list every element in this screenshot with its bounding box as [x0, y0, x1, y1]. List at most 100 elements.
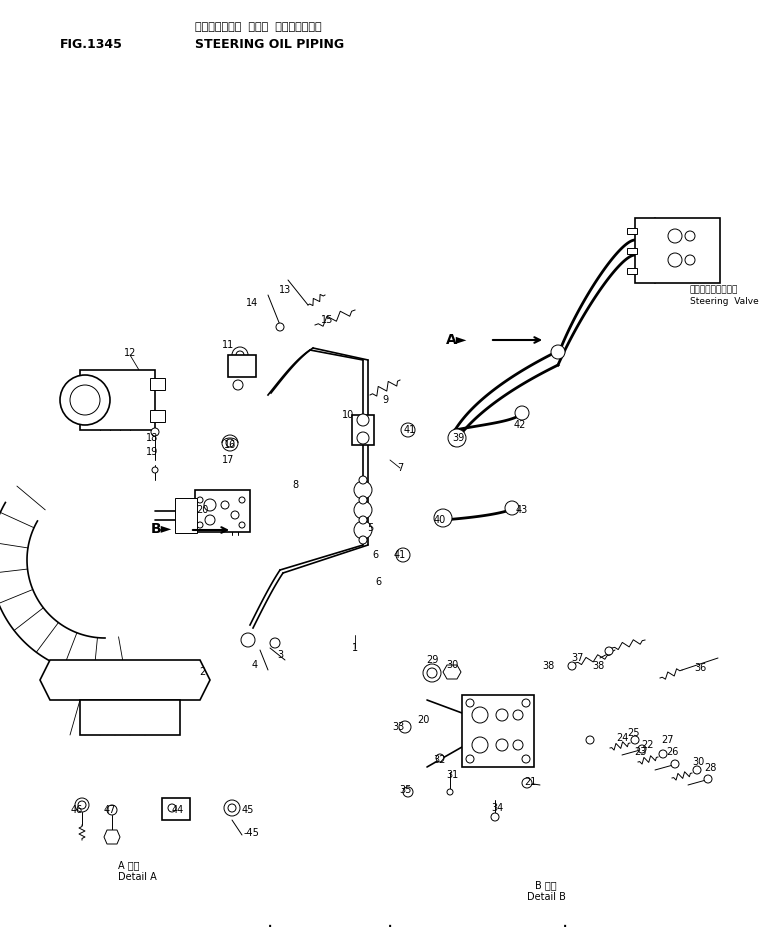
Text: ·: · — [562, 918, 568, 936]
Text: 15: 15 — [321, 315, 333, 325]
Text: 39: 39 — [452, 433, 464, 443]
Circle shape — [447, 789, 453, 795]
Text: 2: 2 — [199, 667, 205, 677]
Text: 25: 25 — [627, 728, 640, 738]
Text: STEERING OIL PIPING: STEERING OIL PIPING — [195, 38, 344, 51]
Circle shape — [605, 647, 613, 655]
Circle shape — [354, 501, 372, 519]
Text: 33: 33 — [392, 722, 404, 732]
Circle shape — [513, 710, 523, 720]
Circle shape — [152, 467, 158, 473]
Text: 11: 11 — [222, 340, 234, 350]
Circle shape — [401, 423, 415, 437]
Text: 44: 44 — [172, 805, 184, 815]
Circle shape — [359, 536, 367, 544]
Text: 30: 30 — [446, 660, 458, 670]
Circle shape — [396, 548, 410, 562]
Text: A 詳細: A 詳細 — [118, 860, 140, 870]
Bar — [175, 498, 197, 533]
Circle shape — [551, 345, 565, 359]
Text: 6: 6 — [372, 550, 378, 560]
Text: B 詳細: B 詳細 — [535, 880, 557, 890]
Bar — [80, 700, 180, 735]
Circle shape — [466, 699, 474, 707]
Circle shape — [270, 638, 280, 648]
Bar — [352, 415, 374, 445]
Circle shape — [168, 804, 176, 812]
Text: ステアリングバルブ: ステアリングバルブ — [690, 285, 739, 294]
Circle shape — [403, 787, 413, 797]
Text: 34: 34 — [491, 803, 503, 813]
Circle shape — [434, 509, 452, 527]
Text: 38: 38 — [592, 661, 604, 671]
Circle shape — [239, 497, 245, 503]
Circle shape — [232, 347, 248, 363]
Text: 20: 20 — [196, 505, 208, 515]
Circle shape — [239, 522, 245, 528]
Bar — [150, 410, 165, 422]
Text: 31: 31 — [446, 770, 458, 780]
Circle shape — [197, 522, 203, 528]
Text: Steering  Valve: Steering Valve — [690, 297, 759, 306]
Circle shape — [221, 501, 229, 509]
Circle shape — [668, 253, 682, 267]
Circle shape — [357, 432, 369, 444]
Circle shape — [70, 385, 100, 415]
Text: 14: 14 — [246, 298, 258, 308]
Text: 6: 6 — [375, 577, 381, 587]
Text: ·: · — [387, 918, 393, 936]
Bar — [195, 490, 250, 532]
Polygon shape — [40, 660, 210, 700]
Circle shape — [693, 766, 701, 774]
Circle shape — [515, 406, 529, 420]
Circle shape — [224, 800, 240, 816]
Text: 40: 40 — [434, 515, 446, 525]
Text: 47: 47 — [104, 805, 116, 815]
Circle shape — [472, 737, 488, 753]
Circle shape — [638, 745, 646, 753]
Circle shape — [241, 633, 255, 647]
Text: ·: · — [267, 918, 273, 936]
Text: 46: 46 — [71, 805, 83, 815]
Circle shape — [60, 375, 110, 425]
Bar — [627, 248, 637, 254]
Polygon shape — [443, 665, 461, 679]
Circle shape — [236, 351, 244, 359]
Circle shape — [448, 429, 466, 447]
Circle shape — [505, 501, 519, 515]
Text: Detail B: Detail B — [526, 892, 566, 902]
Circle shape — [107, 805, 117, 815]
Circle shape — [522, 778, 532, 788]
Circle shape — [659, 750, 667, 758]
Bar — [627, 268, 637, 274]
Circle shape — [357, 414, 369, 426]
Circle shape — [359, 476, 367, 484]
Text: 41: 41 — [394, 550, 406, 560]
Text: A►: A► — [445, 333, 467, 347]
Polygon shape — [80, 370, 155, 430]
Text: Detail A: Detail A — [118, 872, 157, 882]
Circle shape — [359, 516, 367, 524]
Text: 17: 17 — [222, 455, 234, 465]
Circle shape — [423, 664, 441, 682]
Circle shape — [671, 760, 679, 768]
Text: 21: 21 — [524, 777, 536, 787]
Circle shape — [704, 775, 712, 783]
Circle shape — [586, 736, 594, 744]
Text: 45: 45 — [242, 805, 254, 815]
Bar — [228, 355, 256, 377]
Circle shape — [78, 801, 86, 809]
Circle shape — [228, 804, 236, 812]
Text: 12: 12 — [124, 348, 136, 358]
Circle shape — [226, 439, 234, 447]
Circle shape — [472, 707, 488, 723]
Text: 13: 13 — [279, 285, 291, 295]
Bar — [150, 378, 165, 390]
Circle shape — [359, 496, 367, 504]
Circle shape — [233, 380, 243, 390]
Bar — [635, 218, 720, 283]
Text: 37: 37 — [572, 653, 584, 663]
Circle shape — [75, 798, 89, 812]
Text: 32: 32 — [434, 755, 446, 765]
Circle shape — [496, 709, 508, 721]
